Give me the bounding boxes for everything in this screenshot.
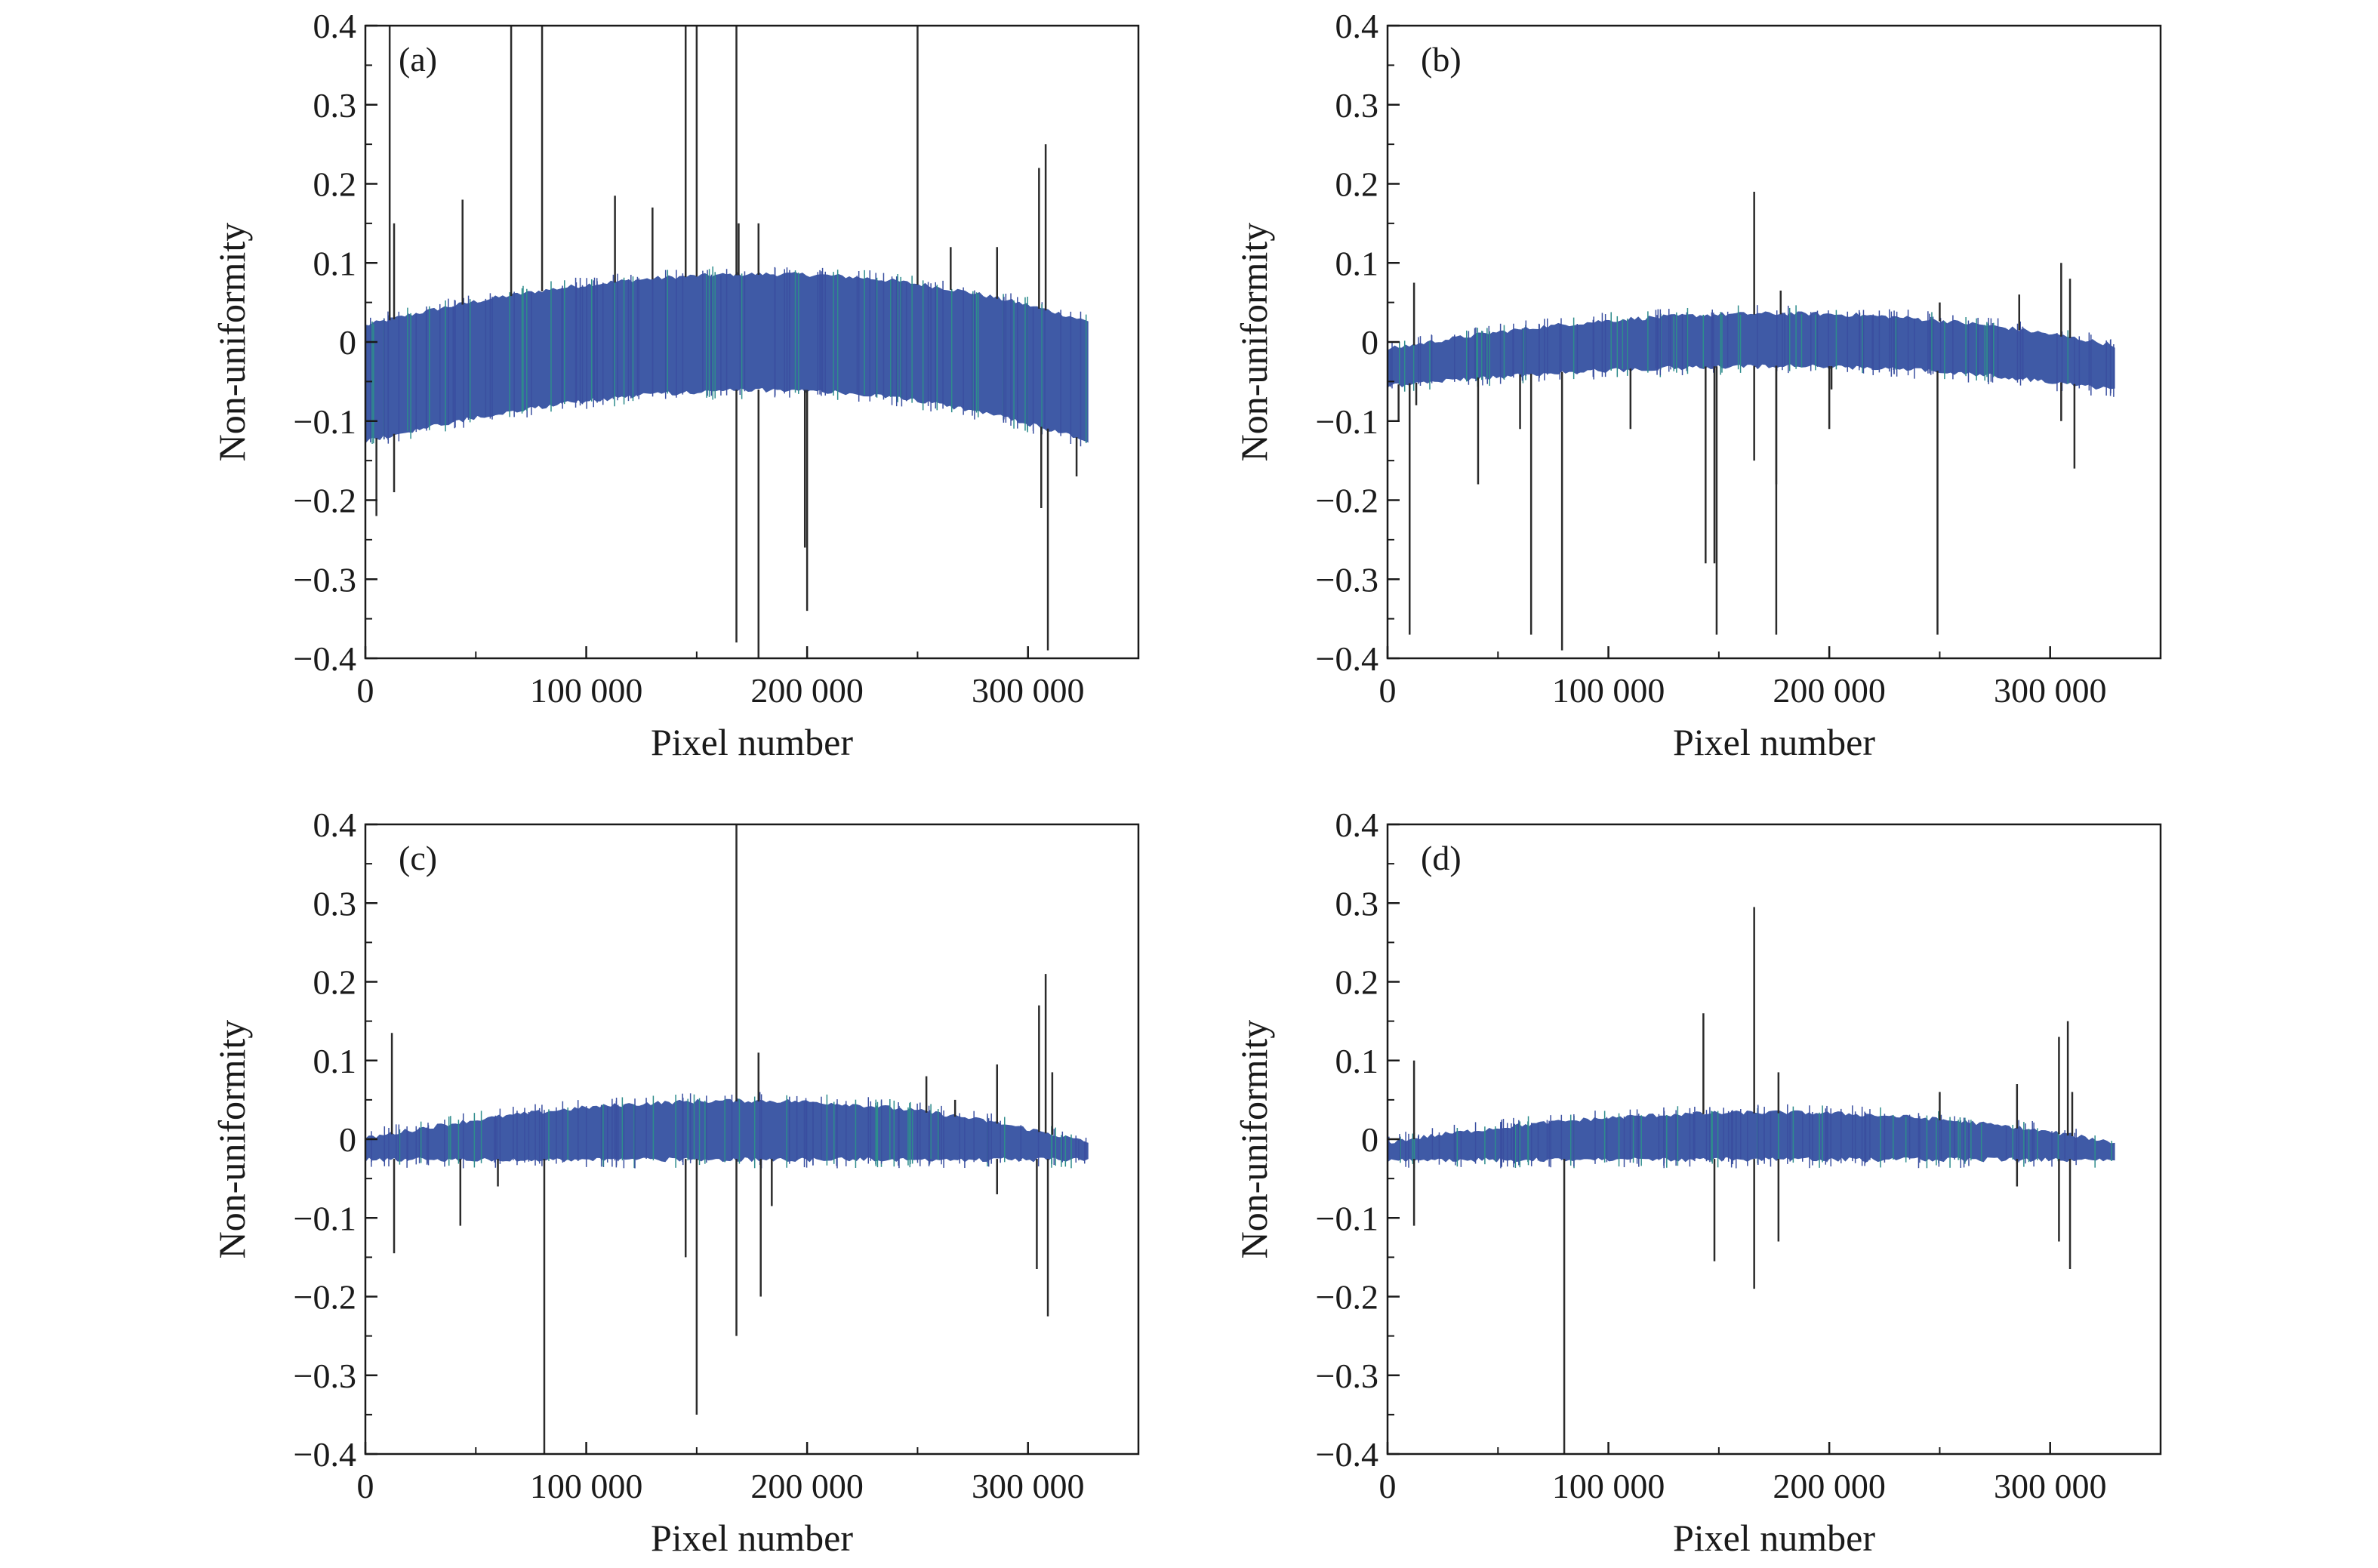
y-tick-label: 0 bbox=[1361, 1120, 1378, 1159]
y-tick-label: 0.1 bbox=[313, 1042, 357, 1080]
y-tick-label: 0.4 bbox=[313, 806, 357, 844]
x-tick-label: 200 000 bbox=[750, 671, 864, 710]
y-tick-label: 0.3 bbox=[313, 884, 357, 923]
y-tick-label: −0.4 bbox=[294, 1435, 356, 1474]
y-tick-label: 0.2 bbox=[1335, 963, 1379, 1002]
y-tick-label: 0.3 bbox=[1335, 86, 1379, 125]
y-tick-label: 0.4 bbox=[1335, 806, 1379, 844]
y-tick-label: −0.4 bbox=[294, 639, 356, 678]
x-tick-label: 200 000 bbox=[1773, 671, 1886, 710]
y-tick-label: 0.4 bbox=[313, 7, 357, 45]
y-tick-label: −0.3 bbox=[294, 1357, 356, 1395]
x-axis-label: Pixel number bbox=[651, 721, 853, 763]
y-tick-label: 0 bbox=[339, 323, 356, 362]
plot-area bbox=[365, 26, 1089, 658]
y-axis-label: Non-uniformity bbox=[1233, 223, 1275, 462]
y-tick-label: 0 bbox=[339, 1120, 356, 1159]
y-tick-label: −0.3 bbox=[1316, 1357, 1378, 1395]
plot-area bbox=[365, 824, 1089, 1454]
x-tick-label: 0 bbox=[1379, 1467, 1397, 1505]
y-tick-label: −0.2 bbox=[1316, 1278, 1378, 1317]
y-tick-label: −0.3 bbox=[294, 560, 356, 599]
x-tick-label: 100 000 bbox=[1552, 671, 1665, 710]
x-tick-label: 200 000 bbox=[750, 1467, 864, 1505]
x-tick-label: 200 000 bbox=[1773, 1467, 1886, 1505]
panel-label: (d) bbox=[1421, 839, 1462, 877]
plot-area bbox=[1388, 191, 2115, 651]
y-tick-label: −0.1 bbox=[1316, 1199, 1378, 1237]
x-tick-label: 300 000 bbox=[1994, 671, 2107, 710]
chart-panel-d: 0.40.30.20.10−0.1−0.2−0.3−0.40 100 000 200… bbox=[1233, 806, 2162, 1559]
x-tick-label: 100 000 bbox=[1552, 1467, 1665, 1505]
data-band bbox=[1388, 311, 2115, 390]
chart-panel-a: 0.40.30.20.10−0.1−0.2−0.3−0.40 100 000 200… bbox=[211, 7, 1140, 763]
x-tick-label: 300 000 bbox=[972, 1467, 1085, 1505]
y-tick-label: −0.1 bbox=[294, 402, 356, 441]
panel-label: (b) bbox=[1421, 40, 1462, 79]
x-axis-label: Pixel number bbox=[651, 1517, 853, 1559]
data-band bbox=[1388, 1110, 2115, 1163]
y-tick-label: 0.3 bbox=[1335, 884, 1379, 923]
y-tick-label: −0.1 bbox=[1316, 402, 1378, 441]
y-tick-label: 0.2 bbox=[313, 165, 357, 204]
y-axis-label: Non-uniformity bbox=[1233, 1020, 1275, 1259]
y-tick-label: 0.1 bbox=[1335, 1042, 1379, 1080]
y-tick-label: −0.4 bbox=[1316, 1435, 1378, 1474]
chart-panel-c: 0.40.30.20.10−0.1−0.2−0.3−0.40 100 000 200… bbox=[211, 806, 1140, 1559]
y-tick-label: −0.3 bbox=[1316, 560, 1378, 599]
y-tick-label: 0.1 bbox=[313, 244, 357, 282]
data-band bbox=[365, 1098, 1089, 1163]
y-axis-label: Non-uniformity bbox=[211, 223, 253, 462]
x-axis-label: Pixel number bbox=[1673, 721, 1875, 763]
y-tick-label: 0 bbox=[1361, 323, 1378, 362]
chart-panel-b: 0.40.30.20.10−0.1−0.2−0.3−0.40 100 000 200… bbox=[1233, 7, 2162, 763]
x-tick-label: 100 000 bbox=[530, 1467, 643, 1505]
panel-label: (a) bbox=[399, 40, 437, 79]
plot-area bbox=[1388, 907, 2115, 1454]
x-tick-label: 300 000 bbox=[1994, 1467, 2107, 1505]
x-axis-label: Pixel number bbox=[1673, 1517, 1875, 1559]
y-tick-label: 0.4 bbox=[1335, 7, 1379, 45]
x-tick-label: 0 bbox=[357, 671, 374, 710]
x-tick-label: 100 000 bbox=[530, 671, 643, 710]
y-axis-label: Non-uniformity bbox=[211, 1020, 253, 1259]
y-tick-label: 0.1 bbox=[1335, 244, 1379, 282]
x-tick-label: 0 bbox=[357, 1467, 374, 1505]
y-tick-label: 0.2 bbox=[313, 963, 357, 1002]
y-tick-label: 0.2 bbox=[1335, 165, 1379, 204]
y-tick-label: −0.1 bbox=[294, 1199, 356, 1237]
y-tick-label: −0.4 bbox=[1316, 639, 1378, 678]
x-tick-label: 300 000 bbox=[972, 671, 1085, 710]
y-tick-label: −0.2 bbox=[294, 482, 356, 520]
x-tick-label: 0 bbox=[1379, 671, 1397, 710]
y-tick-label: 0.3 bbox=[313, 86, 357, 125]
y-tick-label: −0.2 bbox=[294, 1278, 356, 1317]
y-tick-label: −0.2 bbox=[1316, 482, 1378, 520]
panel-label: (c) bbox=[399, 839, 437, 877]
